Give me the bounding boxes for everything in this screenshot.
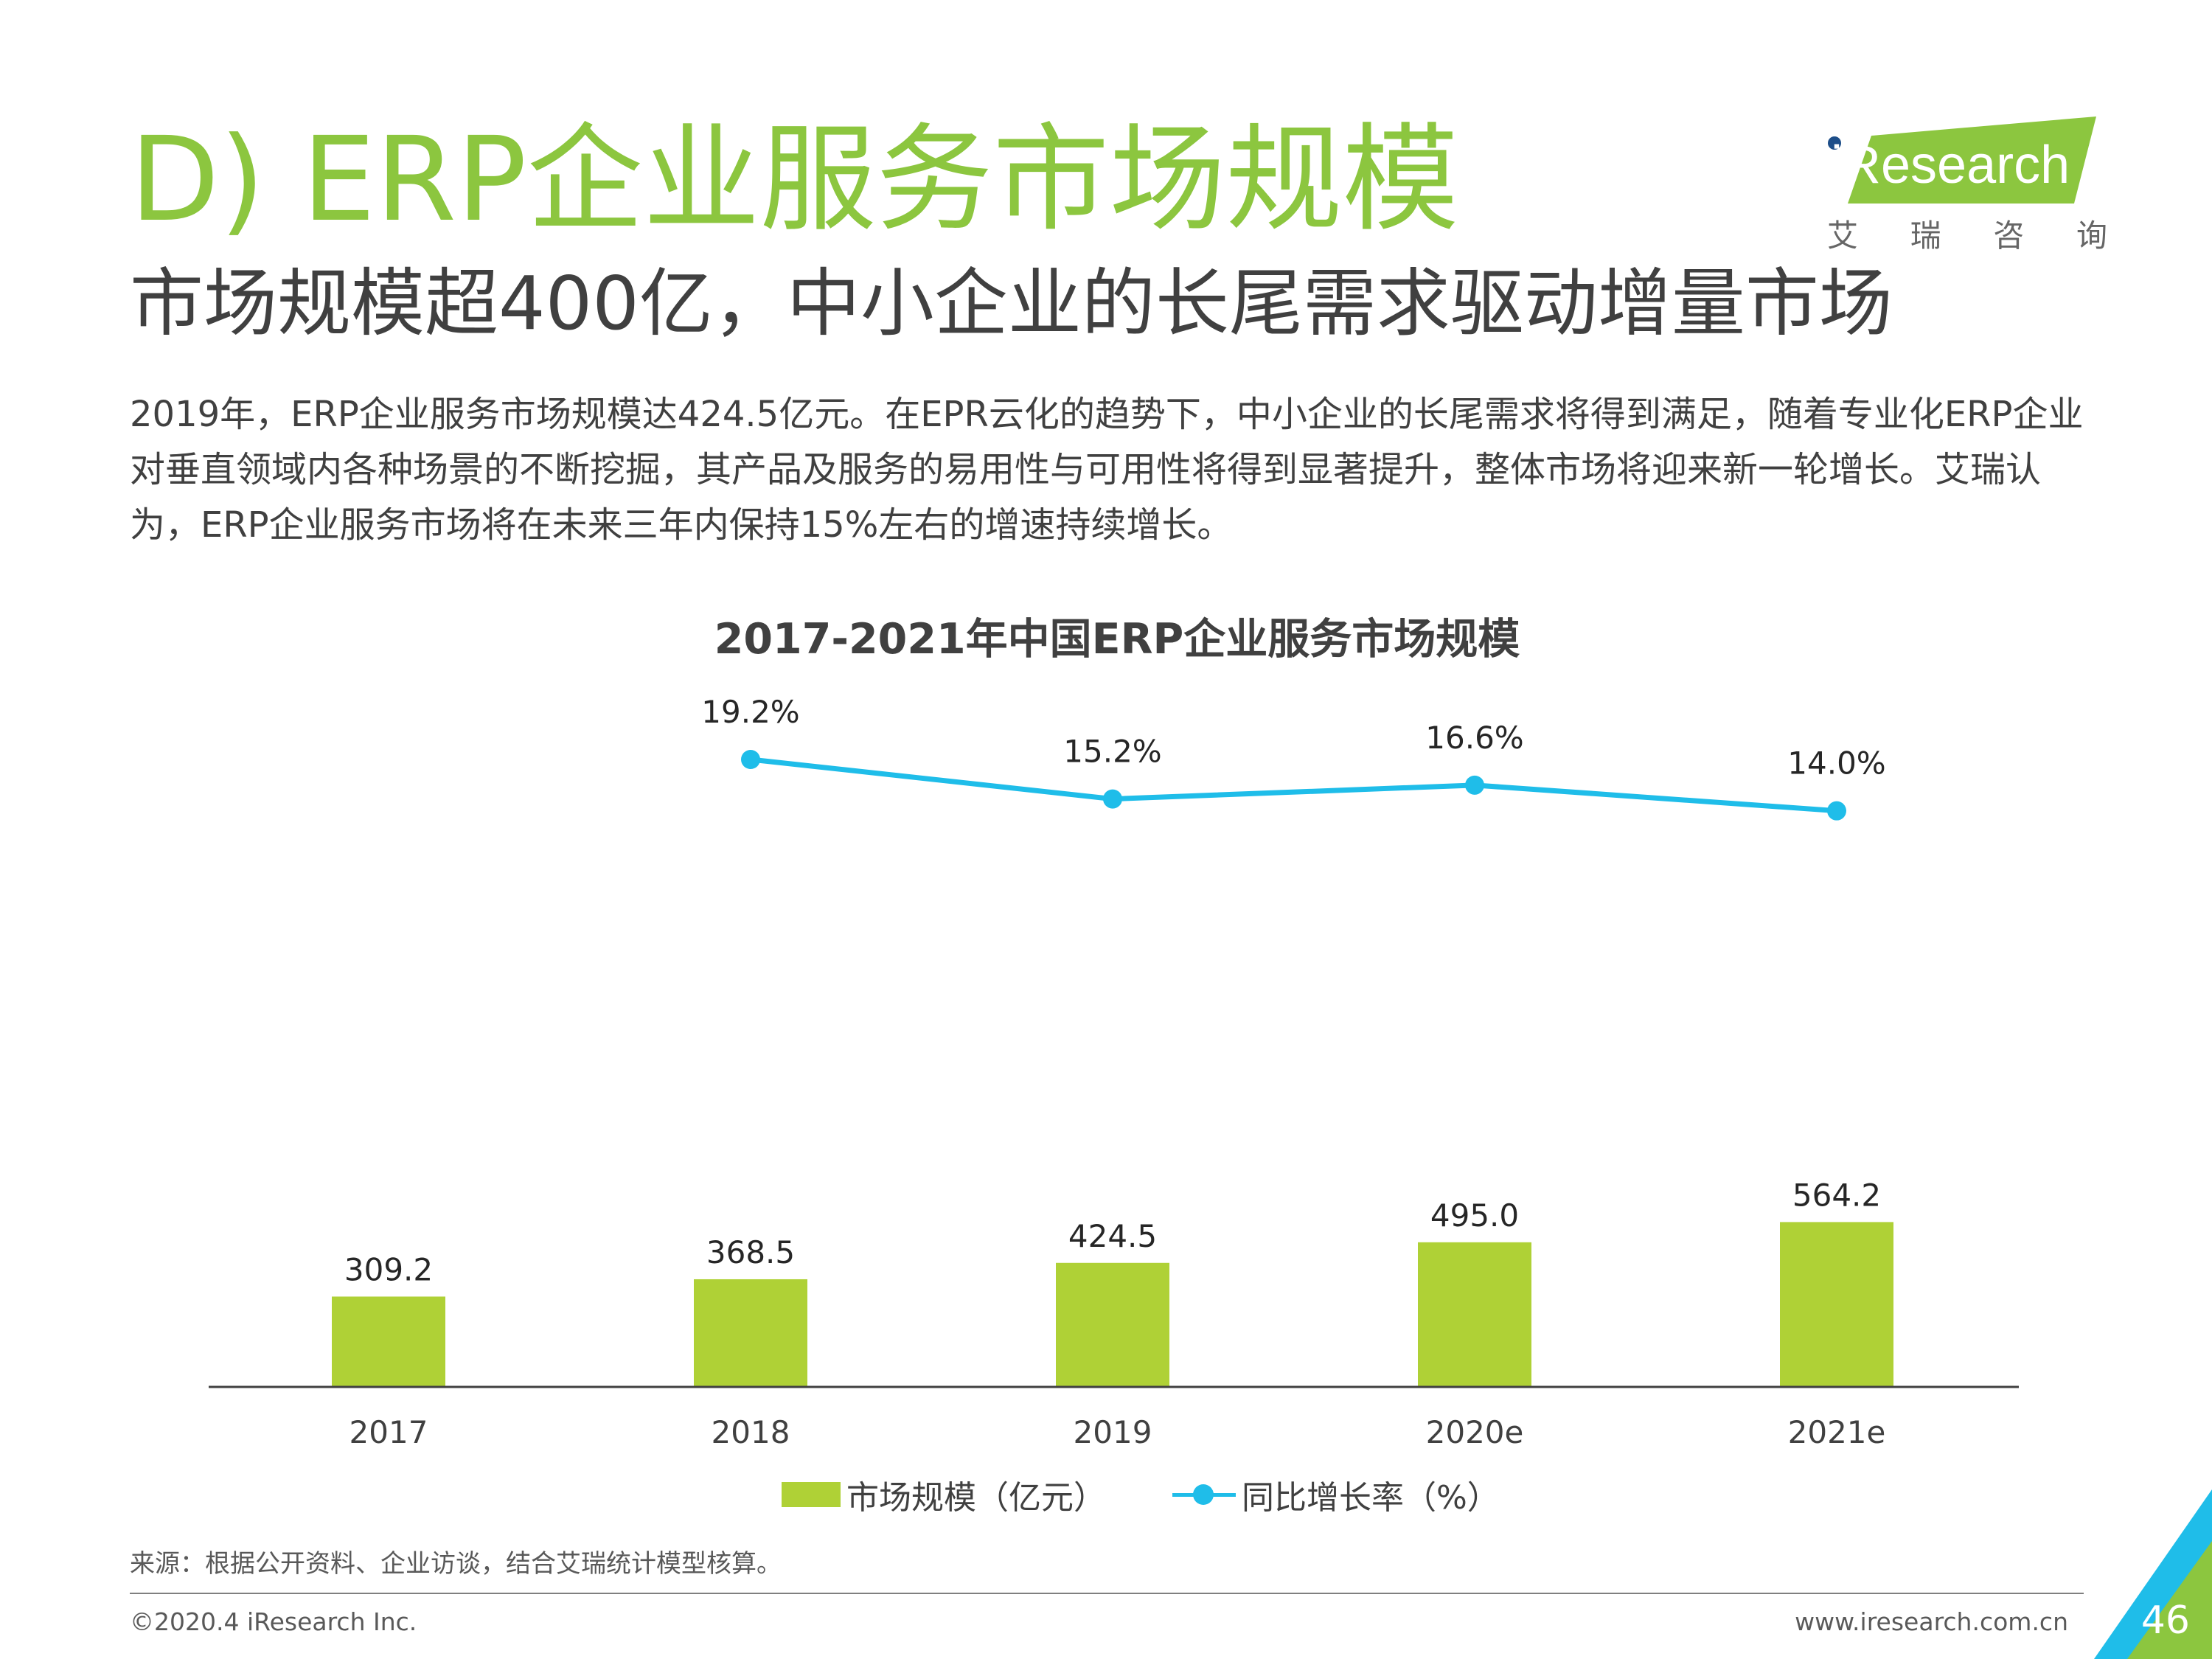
logo-sub-char: 瑞 [1910,218,1941,254]
bar-2018 [694,1279,807,1387]
x-tick-label: 2020e [1426,1414,1524,1450]
legend-label: 市场规模（亿元） [846,1479,1106,1517]
bar-value-label: 424.5 [1068,1218,1157,1254]
x-tick-labels: 2017 2018 2019 2020e 2021e [349,1414,1886,1450]
chart-legend: 市场规模（亿元） 同比增长率（%） [782,1471,1566,1518]
growth-rate-point [1103,789,1122,809]
growth-rate-point [1465,775,1484,795]
logo-sub-char: 询 [2076,218,2107,254]
x-tick-label: 2021e [1788,1414,1886,1450]
bar-2021e [1780,1222,1893,1387]
legend-line-swatch [1172,1484,1236,1506]
footer-divider [130,1593,2084,1594]
logo-sub-char: 咨 [1993,218,2025,254]
bar-2020e [1418,1242,1531,1387]
logo-mark: iResearch [1828,116,2096,204]
bar-value-label: 495.0 [1430,1197,1519,1234]
page-subtitle: 市场规模超400亿，中小企业的长尾需求驱动增量市场 [130,260,1893,347]
intro-paragraph: 2019年，ERP企业服务市场规模达424.5亿元。在EPR云化的趋势下，中小企… [130,394,2084,546]
line-series: 19.2% 15.2% 16.6% 14.0% [701,694,1886,821]
page-title: D) ERP企业服务市场规模 [130,112,1459,248]
x-tick-label: 2019 [1074,1414,1152,1450]
growth-rate-label: 14.0% [1787,745,1885,782]
x-tick-label: 2018 [712,1414,790,1450]
growth-rate-label: 19.2% [701,694,799,730]
bar-2019 [1056,1262,1169,1387]
growth-rate-point [1827,801,1846,821]
growth-rate-line [750,757,1837,814]
growth-rate-label: 15.2% [1063,734,1161,770]
logo-text: iResearch [1831,136,2070,195]
legend-item-growth-rate: 同比增长率（%） [1172,1471,1500,1518]
bar-2017 [332,1296,445,1387]
bar-value-label: 368.5 [706,1234,795,1270]
logo-sub-char: 艾 [1827,218,1859,254]
logo-subtitle: 艾 瑞 咨 询 [1827,211,2107,256]
page-number: 46 [2140,1599,2190,1643]
legend-label: 同比增长率（%） [1242,1479,1500,1517]
iresearch-logo: iResearch 艾 瑞 咨 询 [1827,116,2107,257]
bar-value-label: 564.2 [1792,1177,1881,1213]
market-size-chart: 2017-2021年中国ERP企业服务市场规模 309.2 368.5 424.5 4… [209,615,2019,1450]
bar-series: 309.2 368.5 424.5 495.0 564.2 [332,1177,1893,1387]
corner-decoration [2094,1489,2212,1659]
legend-item-market-size: 市场规模（亿元） [782,1471,1106,1518]
source-note: 来源：根据公开资料、企业访谈，结合艾瑞统计模型核算。 [130,1549,782,1579]
chart-title: 2017-2021年中国ERP企业服务市场规模 [714,615,1520,664]
bar-value-label: 309.2 [344,1251,433,1287]
x-tick-label: 2017 [349,1414,428,1450]
copyright: ©2020.4 iResearch Inc. [130,1607,417,1636]
legend-bar-swatch [782,1482,841,1507]
growth-rate-label: 16.6% [1425,720,1523,756]
website-link[interactable]: www.iresearch.com.cn [1795,1607,2068,1636]
growth-rate-point [741,750,760,769]
